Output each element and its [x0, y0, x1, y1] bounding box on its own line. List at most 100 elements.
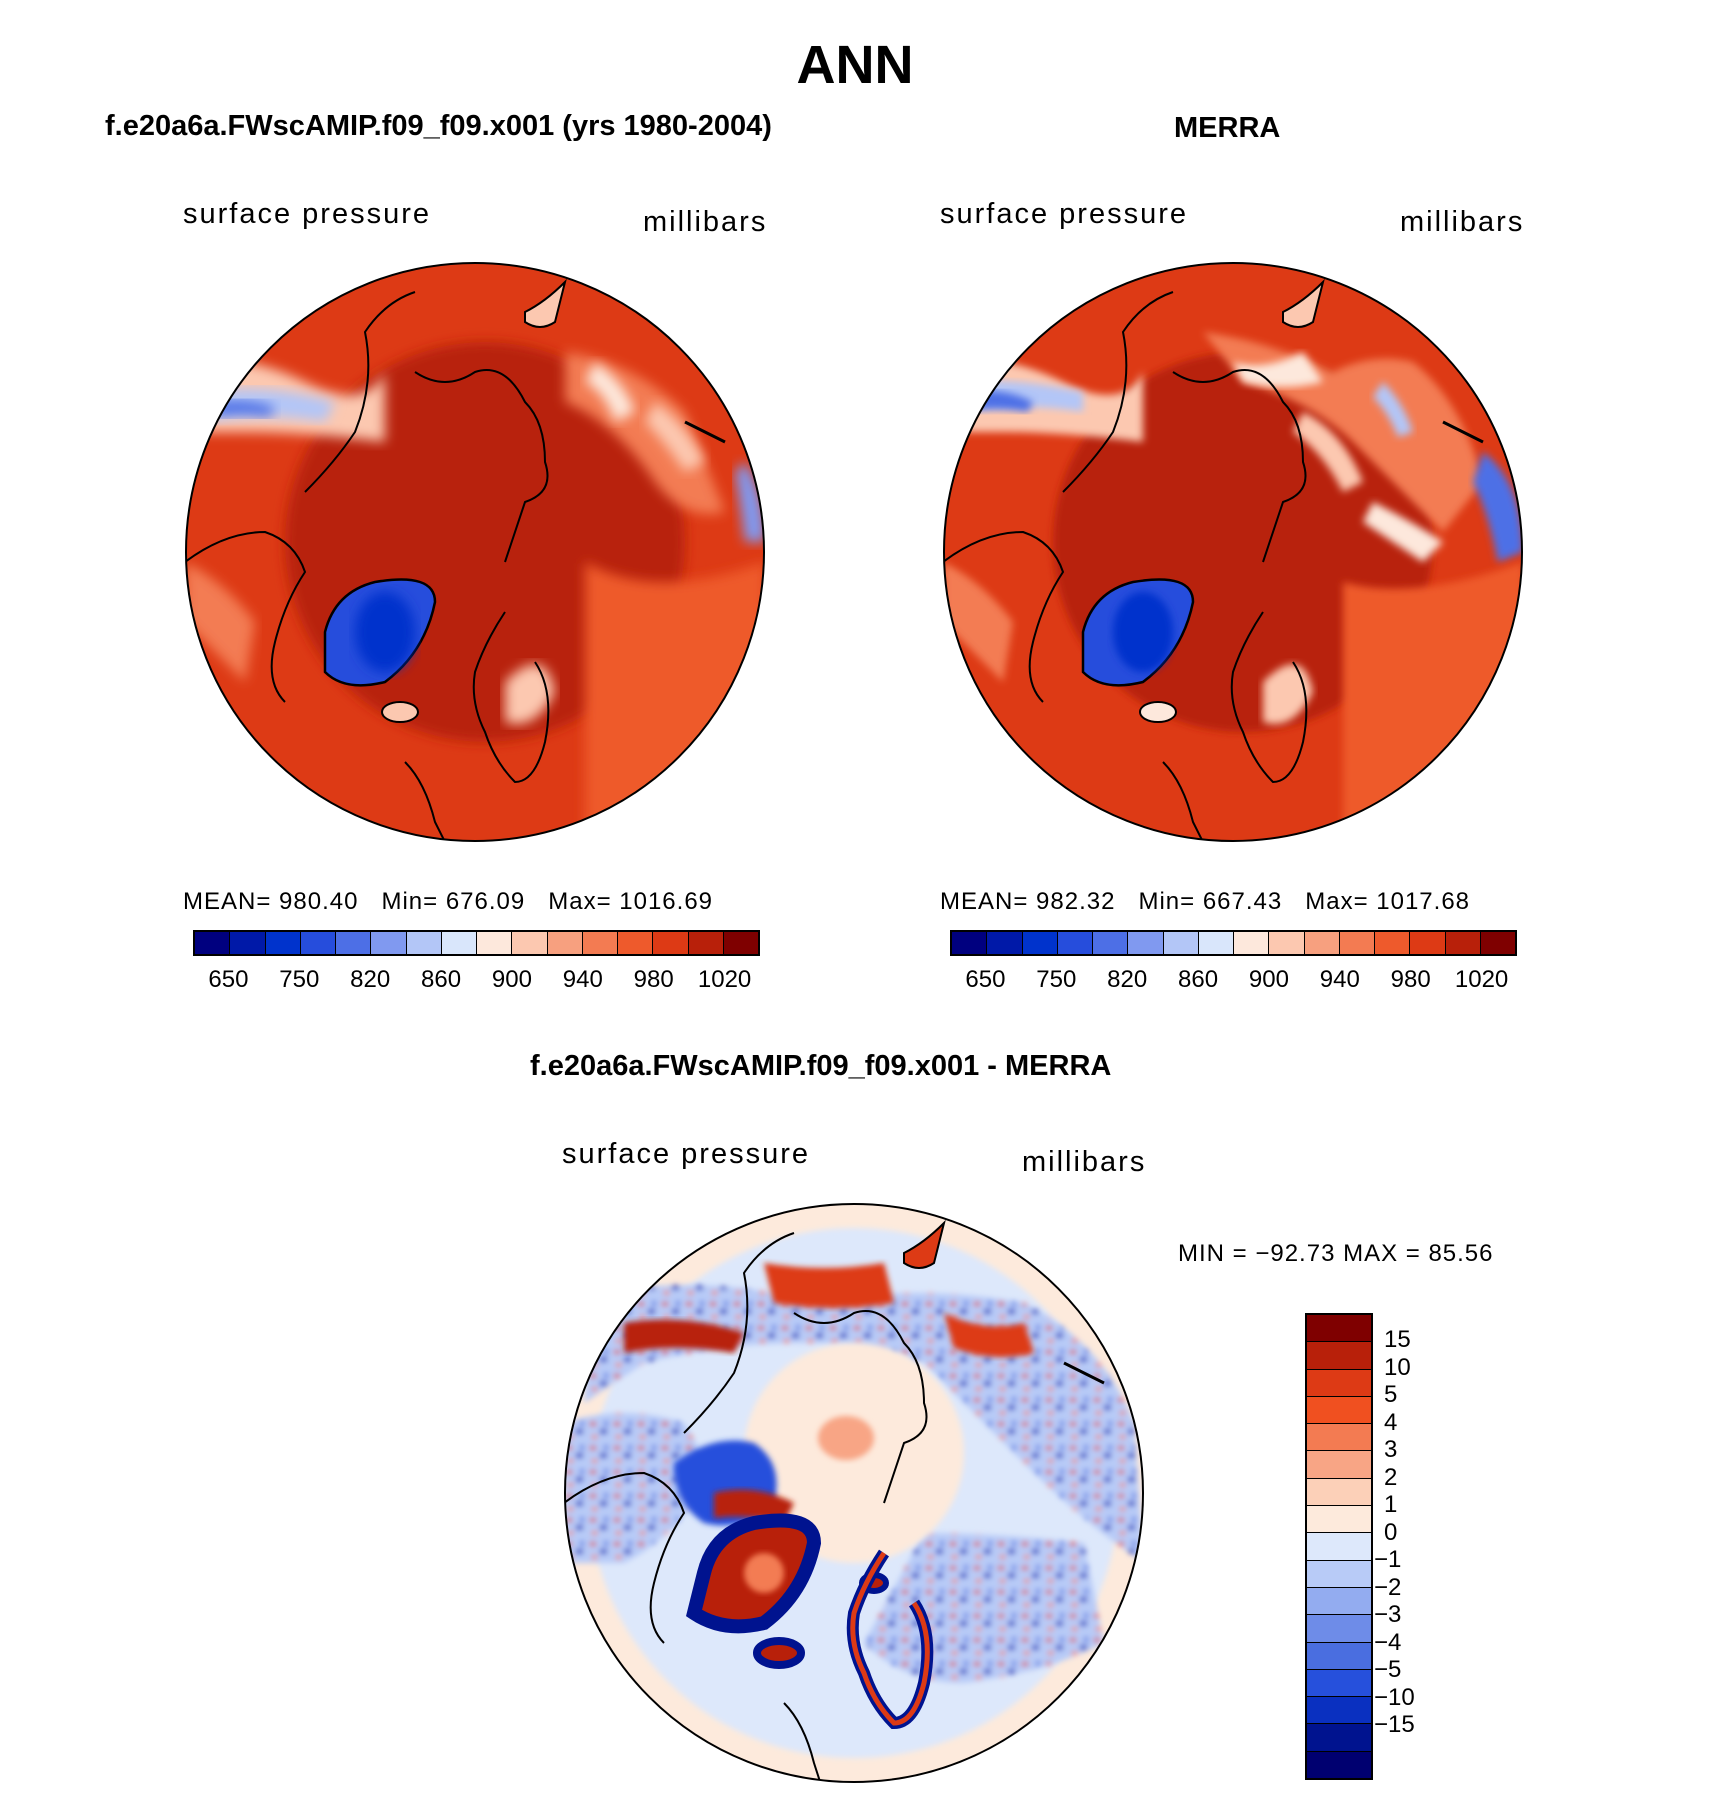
panel-2-map — [943, 262, 1523, 842]
colorbar-tick-label: 900 — [491, 966, 532, 993]
diff-colorbar-labels: 15 10 5 4 3 2 1 0 −1 −2 −3 −4 −5 −10 −15 — [1374, 1313, 1484, 1780]
panel-2-mean: 982.32 — [1036, 888, 1116, 915]
colorbar-tick-label: −2 — [1374, 1573, 1402, 1601]
panel-2-mean-label: MEAN= — [940, 888, 1029, 915]
colorbar-tick-label: 940 — [562, 966, 603, 993]
figure-title: ANN — [796, 35, 914, 95]
panel-2-max-label: Max= — [1305, 888, 1369, 915]
colorbar-tick-label: 2 — [1384, 1463, 1398, 1491]
panel-2-min: 667.43 — [1202, 888, 1283, 915]
colorbar-tick-label: 820 — [350, 966, 391, 993]
colorbar-tick-label: −5 — [1374, 1656, 1402, 1684]
panel-1-max-label: Max= — [548, 888, 612, 915]
colorbar-tick-label: 650 — [208, 966, 249, 993]
colorbar-swatch — [1307, 1697, 1371, 1725]
colorbar-swatch — [1307, 1615, 1371, 1643]
colorbar-swatch — [230, 932, 266, 954]
colorbar-tick-label: 1020 — [1454, 966, 1509, 993]
panel-2-variable: surface pressure — [940, 198, 1188, 230]
colorbar-tick-label: 0 — [1384, 1518, 1398, 1546]
colorbar-swatch — [688, 932, 724, 954]
colorbar-tick-label: 980 — [633, 966, 674, 993]
colorbar-swatch — [723, 932, 758, 954]
colorbar-swatch — [1022, 932, 1058, 954]
colorbar-swatch — [1307, 1560, 1371, 1588]
colorbar-tick-label: 860 — [421, 966, 462, 993]
panel-2-colorbar-labels: 650 750 820 860 900 940 980 1020 — [950, 966, 1517, 996]
colorbar-swatch — [1307, 1533, 1371, 1561]
panel-1-map — [185, 262, 765, 842]
colorbar-swatch — [1307, 1396, 1371, 1425]
colorbar-swatch — [1445, 932, 1481, 954]
diff-panel-units: millibars — [1022, 1146, 1147, 1178]
colorbar-swatch — [512, 932, 548, 954]
colorbar-tick-label: 860 — [1178, 966, 1219, 993]
colorbar-swatch — [1307, 1669, 1371, 1698]
colorbar-swatch — [987, 932, 1023, 954]
panel-1-min: 676.09 — [445, 888, 526, 915]
colorbar-swatch — [1057, 932, 1093, 954]
panel-1-units: millibars — [643, 206, 768, 238]
colorbar-swatch — [1269, 932, 1305, 954]
colorbar-swatch — [265, 932, 301, 954]
colorbar-swatch — [653, 932, 689, 954]
diff-panel-minmax: MIN = −92.73 MAX = 85.56 — [1178, 1240, 1494, 1267]
colorbar-swatch — [300, 932, 336, 954]
colorbar-swatch — [1307, 1369, 1371, 1397]
colorbar-swatch — [477, 932, 513, 954]
colorbar-tick-label: −3 — [1374, 1601, 1402, 1629]
colorbar-swatch — [371, 932, 407, 954]
colorbar-swatch — [582, 932, 618, 954]
colorbar-swatch — [1307, 1587, 1371, 1616]
colorbar-tick-label: −4 — [1374, 1628, 1402, 1656]
colorbar-swatch — [1307, 1451, 1371, 1479]
colorbar-swatch — [1307, 1724, 1371, 1752]
colorbar-swatch — [952, 932, 988, 954]
colorbar-swatch — [336, 932, 372, 954]
colorbar-swatch — [1375, 932, 1411, 954]
colorbar-tick-label: −1 — [1374, 1546, 1402, 1574]
colorbar-swatch — [1163, 932, 1199, 954]
panel-2-max: 1017.68 — [1376, 888, 1471, 915]
panel-2-title: MERRA — [1174, 112, 1281, 144]
colorbar-swatch — [547, 932, 583, 954]
colorbar-tick-label: 4 — [1384, 1408, 1398, 1436]
colorbar-swatch — [1128, 932, 1164, 954]
colorbar-swatch — [1307, 1342, 1371, 1370]
panel-1-mean-label: MEAN= — [183, 888, 272, 915]
colorbar-tick-label: 980 — [1390, 966, 1431, 993]
colorbar-swatch — [1307, 1478, 1371, 1507]
colorbar-swatch — [1307, 1506, 1371, 1534]
colorbar-tick-label: 1 — [1384, 1491, 1398, 1519]
colorbar-swatch — [1307, 1424, 1371, 1452]
panel-1-title: f.e20a6a.FWscAMIP.f09_f09.x001 (yrs 1980… — [105, 110, 772, 142]
colorbar-tick-label: 3 — [1384, 1436, 1398, 1464]
panel-2-stats: MEAN= 982.32 Min= 667.43 Max= 1017.68 — [940, 888, 1470, 916]
colorbar-swatch — [1410, 932, 1446, 954]
colorbar-tick-label: 750 — [1036, 966, 1077, 993]
colorbar-tick-label: 900 — [1248, 966, 1289, 993]
colorbar-swatch — [1307, 1751, 1371, 1779]
colorbar-swatch — [1304, 932, 1340, 954]
panel-1-colorbar-labels: 650 750 820 860 900 940 980 1020 — [193, 966, 760, 996]
colorbar-swatch — [1093, 932, 1129, 954]
panel-1-mean: 980.40 — [279, 888, 359, 915]
colorbar-tick-label: −15 — [1374, 1711, 1415, 1739]
colorbar-swatch — [1307, 1315, 1371, 1343]
colorbar-swatch — [195, 932, 231, 954]
colorbar-swatch — [1307, 1642, 1371, 1670]
colorbar-swatch — [618, 932, 654, 954]
colorbar-tick-label: 820 — [1107, 966, 1148, 993]
panel-1-variable: surface pressure — [183, 198, 431, 230]
diff-panel-map — [564, 1203, 1144, 1783]
colorbar-tick-label: 10 — [1384, 1353, 1411, 1381]
colorbar-tick-label: −10 — [1374, 1683, 1415, 1711]
colorbar-swatch — [1339, 932, 1375, 954]
colorbar-swatch — [1198, 932, 1234, 954]
panel-2-min-label: Min= — [1138, 888, 1196, 915]
diff-panel-title: f.e20a6a.FWscAMIP.f09_f09.x001 - MERRA — [530, 1050, 1112, 1082]
colorbar-tick-label: 940 — [1319, 966, 1360, 993]
colorbar-swatch — [406, 932, 442, 954]
colorbar-swatch — [1480, 932, 1515, 954]
panel-2-units: millibars — [1400, 206, 1525, 238]
